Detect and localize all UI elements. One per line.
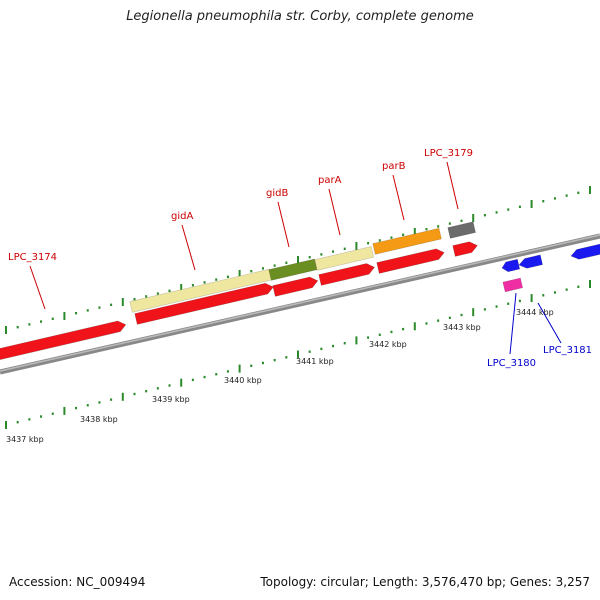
- label-leader-line: [509, 292, 517, 355]
- kbp-label: 3437 kbp: [6, 435, 44, 444]
- kbp-label: 3441 kbp: [296, 357, 334, 366]
- cds-para[interactable]: [314, 246, 375, 271]
- kbp-label: 3442 kbp: [369, 340, 407, 349]
- gene-arrow-gida[interactable]: [134, 282, 275, 325]
- gene-arrow-gidb[interactable]: [272, 275, 319, 297]
- lower-tick-track: [5, 280, 591, 429]
- gene-arrow-parb[interactable]: [376, 247, 446, 274]
- cds-parb[interactable]: [372, 227, 442, 255]
- gene-label-gidb: gidB: [266, 188, 288, 199]
- gene-arrow-lpc3179[interactable]: [452, 240, 479, 257]
- gene-arrow-blue-3[interactable]: [570, 242, 600, 261]
- kbp-label: 3439 kbp: [152, 395, 190, 404]
- gene-label-lpc3179: LPC_3179: [424, 148, 473, 159]
- gene-lpc3180[interactable]: [502, 277, 524, 293]
- cds-lpc3179[interactable]: [447, 221, 476, 239]
- gene-arrow-lpc3174[interactable]: [0, 319, 127, 367]
- label-leader-line: [537, 302, 562, 344]
- kbp-label: 3440 kbp: [224, 376, 262, 385]
- gene-label-lpc3181: LPC_3181: [543, 345, 592, 356]
- gene-label-parb: parB: [382, 161, 406, 172]
- gene-label-gida: gidA: [171, 211, 193, 222]
- gene-label-lpc3180: LPC_3180: [487, 358, 536, 369]
- label-leader-line: [392, 174, 405, 221]
- gene-label-lpc3174: LPC_3174: [8, 252, 57, 263]
- gene-arrow-blue-2[interactable]: [518, 254, 543, 270]
- label-leader-line: [446, 161, 459, 210]
- cds-gidb[interactable]: [268, 258, 318, 281]
- label-leader-line: [29, 265, 46, 310]
- genome-backbone: [0, 233, 600, 375]
- backbone-line: [0, 233, 600, 375]
- genome-summary-text: Topology: circular; Length: 3,576,470 bp…: [260, 575, 590, 589]
- gene-features[interactable]: [0, 221, 600, 367]
- kbp-label: 3444 kbp: [516, 308, 554, 317]
- kbp-label: 3443 kbp: [443, 323, 481, 332]
- gene-labels: LPC_3174 gidA gidB parA parB LPC_3179 LPC_3180…: [8, 148, 592, 369]
- label-leader-line: [181, 224, 196, 271]
- kbp-label: 3438 kbp: [80, 415, 118, 424]
- accession-text: Accession: NC_009494: [9, 575, 146, 589]
- kbp-scale-labels: 3437 kbp 3438 kbp 3439 kbp 3440 kbp 3441 kbp…: [6, 308, 554, 444]
- label-leader-line: [277, 201, 290, 248]
- backbone-highlight: [0, 234, 600, 372]
- gene-label-para: parA: [318, 175, 342, 186]
- gene-arrow-blue-1[interactable]: [501, 258, 521, 273]
- genome-title: Legionella pneumophila str. Corby, compl…: [126, 9, 474, 24]
- gene-arrow-para[interactable]: [318, 262, 376, 286]
- label-leader-line: [328, 188, 341, 236]
